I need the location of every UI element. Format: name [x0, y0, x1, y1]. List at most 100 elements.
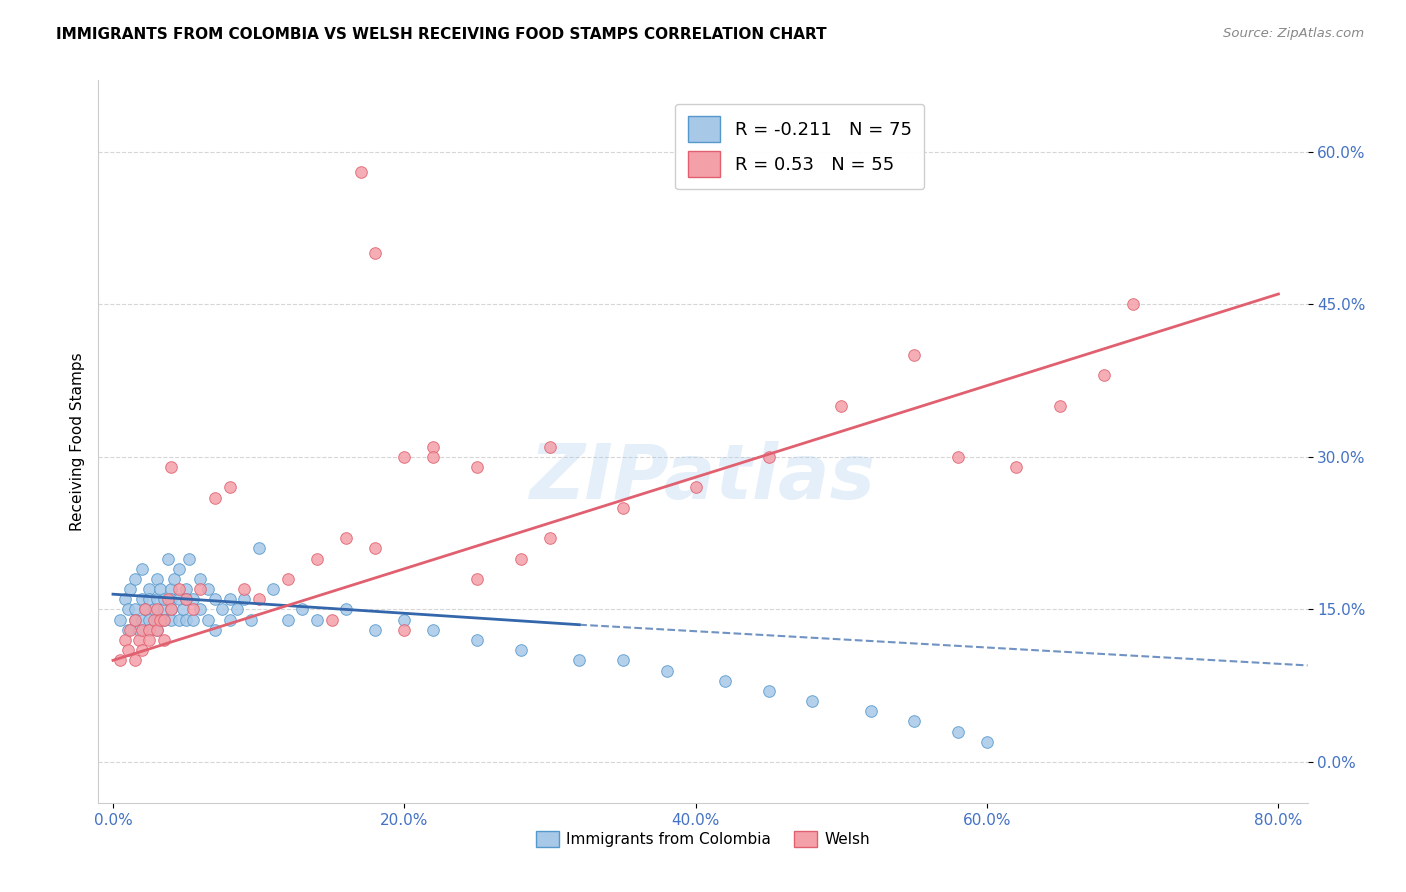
Point: [247, 592, 270, 607]
Text: ZIPatlas: ZIPatlas: [530, 441, 876, 515]
Point: [204, 491, 226, 505]
Point: [174, 613, 197, 627]
Point: [277, 613, 299, 627]
Point: [946, 450, 969, 464]
Point: [465, 632, 488, 647]
Point: [117, 602, 139, 616]
Point: [142, 602, 165, 616]
Point: [120, 582, 142, 596]
Point: [422, 440, 444, 454]
Point: [685, 480, 707, 494]
Point: [204, 592, 226, 607]
Point: [124, 602, 146, 616]
Point: [181, 613, 204, 627]
Point: [946, 724, 969, 739]
Point: [145, 602, 167, 616]
Point: [350, 165, 373, 179]
Point: [134, 602, 156, 616]
Point: [204, 623, 226, 637]
Point: [138, 632, 160, 647]
Point: [335, 531, 357, 545]
Point: [167, 582, 190, 596]
Point: [321, 613, 343, 627]
Point: [364, 541, 387, 556]
Point: [758, 684, 780, 698]
Point: [120, 623, 142, 637]
Point: [167, 613, 190, 627]
Point: [181, 592, 204, 607]
Point: [157, 592, 180, 607]
Legend: Immigrants from Colombia, Welsh: Immigrants from Colombia, Welsh: [530, 825, 876, 853]
Point: [160, 613, 183, 627]
Point: [509, 643, 531, 657]
Point: [1092, 368, 1115, 383]
Point: [117, 623, 139, 637]
Point: [277, 572, 299, 586]
Point: [1005, 460, 1028, 475]
Point: [976, 735, 998, 749]
Point: [160, 602, 183, 616]
Point: [134, 602, 156, 616]
Point: [110, 653, 132, 667]
Point: [138, 582, 160, 596]
Point: [131, 562, 153, 576]
Point: [801, 694, 824, 708]
Point: [233, 592, 256, 607]
Point: [612, 500, 634, 515]
Point: [422, 623, 444, 637]
Point: [903, 348, 925, 362]
Point: [190, 572, 212, 586]
Point: [262, 582, 284, 596]
Point: [145, 592, 167, 607]
Point: [153, 592, 176, 607]
Point: [160, 602, 183, 616]
Point: [124, 572, 146, 586]
Point: [131, 623, 153, 637]
Point: [114, 632, 136, 647]
Point: [172, 602, 194, 616]
Point: [218, 613, 240, 627]
Point: [160, 582, 183, 596]
Point: [114, 592, 136, 607]
Point: [240, 613, 263, 627]
Point: [145, 623, 167, 637]
Point: [142, 613, 165, 627]
Point: [177, 551, 200, 566]
Point: [131, 643, 153, 657]
Point: [138, 592, 160, 607]
Point: [110, 613, 132, 627]
Point: [117, 643, 139, 657]
Point: [190, 602, 212, 616]
Point: [131, 613, 153, 627]
Point: [128, 623, 150, 637]
Point: [153, 602, 176, 616]
Point: [305, 551, 328, 566]
Point: [218, 480, 240, 494]
Point: [422, 450, 444, 464]
Point: [124, 613, 146, 627]
Point: [145, 572, 167, 586]
Point: [394, 450, 416, 464]
Point: [538, 440, 561, 454]
Point: [181, 602, 204, 616]
Point: [364, 623, 387, 637]
Point: [394, 623, 416, 637]
Point: [138, 623, 160, 637]
Point: [247, 541, 270, 556]
Point: [145, 623, 167, 637]
Text: Source: ZipAtlas.com: Source: ZipAtlas.com: [1223, 27, 1364, 40]
Point: [568, 653, 591, 667]
Point: [1049, 399, 1071, 413]
Point: [153, 632, 176, 647]
Point: [335, 602, 357, 616]
Point: [174, 592, 197, 607]
Point: [758, 450, 780, 464]
Point: [157, 551, 180, 566]
Point: [612, 653, 634, 667]
Point: [364, 246, 387, 260]
Point: [167, 592, 190, 607]
Point: [211, 602, 233, 616]
Point: [197, 613, 219, 627]
Point: [538, 531, 561, 545]
Point: [124, 653, 146, 667]
